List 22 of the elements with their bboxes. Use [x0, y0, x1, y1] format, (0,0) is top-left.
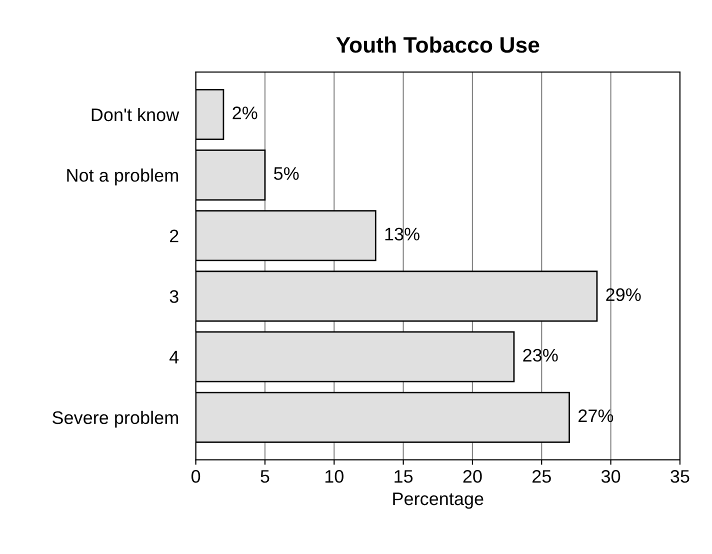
data-label: 2% — [232, 106, 258, 120]
x-tick-label: 5 — [260, 470, 270, 483]
chart-title: Youth Tobacco Use — [336, 36, 540, 53]
x-tick-label: 10 — [325, 470, 344, 483]
data-label: 5% — [274, 167, 299, 180]
y-tick-label: Severe problem — [52, 410, 178, 428]
y-tick-label: 4 — [170, 350, 179, 364]
x-tick-label: 25 — [532, 470, 551, 483]
y-tick-label: Not a problem — [67, 168, 178, 186]
data-label: 23% — [523, 348, 558, 362]
x-tick-label: 35 — [670, 470, 690, 483]
y-tick-label: Don't know — [92, 108, 180, 122]
data-label: 29% — [606, 288, 641, 302]
y-tick-label: 3 — [170, 290, 178, 303]
data-label: 13% — [385, 228, 420, 240]
data-label: 27% — [578, 409, 614, 422]
y-tick-label: 2 — [170, 230, 178, 242]
x-axis-title: Percentage — [393, 492, 484, 509]
x-tick-label: 15 — [394, 470, 413, 483]
x-tick-label: 30 — [601, 470, 620, 483]
x-tick-label: 0 — [191, 470, 200, 483]
x-tick-label: 20 — [463, 470, 482, 483]
